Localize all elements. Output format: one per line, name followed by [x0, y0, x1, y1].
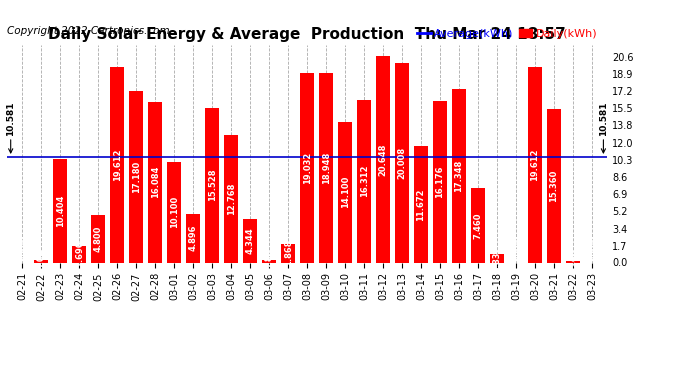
Text: 0.148: 0.148 [569, 248, 578, 275]
Bar [338, 122, 352, 262]
Text: 19.612: 19.612 [112, 148, 121, 181]
Text: 16.084: 16.084 [150, 166, 159, 198]
Text: 1.868: 1.868 [284, 240, 293, 266]
Text: Copyright 2022 Cartronics.com: Copyright 2022 Cartronics.com [7, 26, 170, 36]
Text: 17.348: 17.348 [455, 160, 464, 192]
Text: 14.100: 14.100 [341, 176, 350, 209]
Text: 18.948: 18.948 [322, 152, 331, 184]
Bar [281, 244, 295, 262]
Title: Daily Solar Energy & Average  Production  Thu Mar 24 18:57: Daily Solar Energy & Average Production … [48, 27, 566, 42]
Text: 15.360: 15.360 [549, 170, 558, 202]
Text: 19.612: 19.612 [531, 148, 540, 181]
Bar [243, 219, 257, 262]
Bar [452, 89, 466, 262]
Bar [186, 214, 200, 262]
Text: 4.800: 4.800 [94, 225, 103, 252]
Text: 10.581: 10.581 [599, 102, 608, 136]
Text: 16.176: 16.176 [435, 165, 444, 198]
Bar [224, 135, 238, 262]
Text: 10.100: 10.100 [170, 196, 179, 228]
Text: 0.288: 0.288 [264, 248, 273, 275]
Text: 16.312: 16.312 [359, 165, 368, 197]
Bar [376, 57, 390, 262]
Bar [395, 63, 409, 262]
Bar [34, 261, 48, 262]
Bar [53, 159, 67, 262]
Bar [300, 73, 314, 262]
Text: 0.832: 0.832 [493, 245, 502, 272]
Bar [528, 67, 542, 262]
Text: 10.581: 10.581 [6, 102, 15, 136]
Text: 10.404: 10.404 [56, 194, 65, 227]
Bar [490, 254, 504, 262]
Bar [129, 91, 144, 262]
Text: 0.204: 0.204 [37, 248, 46, 275]
Text: 0.000: 0.000 [18, 235, 27, 261]
Text: 1.696: 1.696 [75, 241, 83, 267]
Text: 20.008: 20.008 [397, 147, 406, 179]
Bar [433, 101, 447, 262]
Text: 4.344: 4.344 [246, 228, 255, 254]
Bar [566, 261, 580, 262]
Text: 12.768: 12.768 [226, 183, 235, 215]
Text: 19.032: 19.032 [302, 152, 312, 184]
Bar [110, 67, 124, 262]
Legend: Average(kWh), Daily(kWh): Average(kWh), Daily(kWh) [413, 24, 602, 44]
Text: 4.896: 4.896 [188, 225, 197, 251]
Bar [471, 188, 485, 262]
Text: 17.180: 17.180 [132, 160, 141, 193]
Bar [262, 260, 276, 262]
Text: 0.000: 0.000 [587, 235, 596, 261]
Bar [547, 109, 561, 262]
Text: 11.672: 11.672 [417, 188, 426, 220]
Bar [414, 146, 428, 262]
Bar [167, 162, 181, 262]
Bar [148, 102, 162, 262]
Bar [319, 74, 333, 262]
Text: 15.528: 15.528 [208, 169, 217, 201]
Bar [357, 100, 371, 262]
Text: 7.460: 7.460 [473, 212, 482, 238]
Text: 0.000: 0.000 [511, 235, 520, 261]
Bar [91, 214, 105, 262]
Text: 20.648: 20.648 [379, 143, 388, 176]
Bar [72, 246, 86, 262]
Bar [205, 108, 219, 262]
